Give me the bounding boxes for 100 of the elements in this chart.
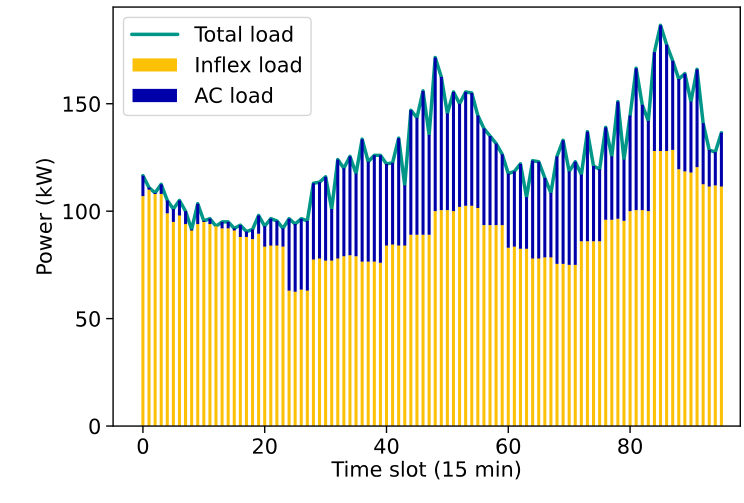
bar [512,171,516,247]
bar [232,228,236,231]
bar [300,218,303,290]
bar [658,25,662,152]
bar [488,225,492,426]
bar [372,155,376,262]
bar [549,257,552,426]
bar [470,206,474,426]
bar [720,186,723,426]
bar [275,246,278,426]
bar [378,262,382,426]
bar [294,224,297,292]
bar [366,162,370,262]
bar [616,218,620,426]
bar [184,224,188,426]
bar [190,230,194,426]
bar [269,218,272,246]
bar [336,160,340,258]
bar [598,169,602,242]
bar [354,174,358,256]
bar [683,74,686,172]
bar [428,234,431,426]
bar [604,127,608,220]
bar [512,246,516,426]
bar [598,241,602,426]
bar [537,162,540,258]
bar [251,239,254,426]
bar [372,262,376,426]
bar [391,162,394,244]
bar [269,246,272,426]
bar [708,186,711,426]
bar [518,248,522,426]
bar [634,210,638,426]
bar [172,209,175,222]
bar [458,104,462,207]
y-tick-label: 150 [64,96,100,112]
bar [586,132,589,242]
bar [696,167,699,426]
legend-label: AC load [194,86,272,104]
bar [330,209,334,261]
bar [306,220,309,291]
bar [306,290,309,426]
bar [634,68,638,210]
y-tick-label: 100 [64,204,100,220]
bar [384,246,388,426]
bar [184,211,188,224]
bar [640,210,644,426]
y-tick-label: 0 [89,418,100,434]
bar [714,185,717,426]
bar [238,236,242,426]
bar [592,166,596,242]
bar [360,262,364,426]
bar [251,229,254,240]
bar [440,76,443,210]
bar [646,120,650,212]
bar [202,222,206,426]
bar [652,151,656,426]
bar [336,258,340,426]
bar [141,196,144,426]
bar [300,290,303,426]
bar [384,164,388,246]
bar [482,128,486,226]
bar [610,220,614,426]
bar [549,192,552,258]
bar [568,171,571,265]
bar [324,176,328,261]
bar [452,211,455,426]
x-tick-label: 80 [618,438,642,454]
bar [160,184,163,194]
bar [312,260,315,426]
x-tick-label: 0 [138,438,148,454]
bar [714,152,717,186]
bar [166,213,169,426]
bar [409,234,412,426]
bar [220,228,224,426]
bar [720,132,723,186]
bar [683,171,686,426]
bar [415,234,418,426]
bar [586,241,589,426]
bar [506,174,510,248]
bar [464,206,468,426]
bar [141,176,144,196]
bar [446,113,449,210]
bar [178,215,181,426]
bar [476,116,480,208]
bar [531,258,534,426]
bar [702,184,705,426]
bar [622,160,626,221]
bar [543,178,546,258]
bar [562,264,565,426]
x-axis-title: Time slot (15 min) [331,460,520,480]
bar [537,258,540,426]
bar [482,225,486,426]
bar [154,194,157,426]
bar [434,211,437,426]
bar [500,225,504,426]
bar [494,225,498,426]
bar [452,92,455,212]
bar [543,257,546,426]
bar [196,224,200,426]
